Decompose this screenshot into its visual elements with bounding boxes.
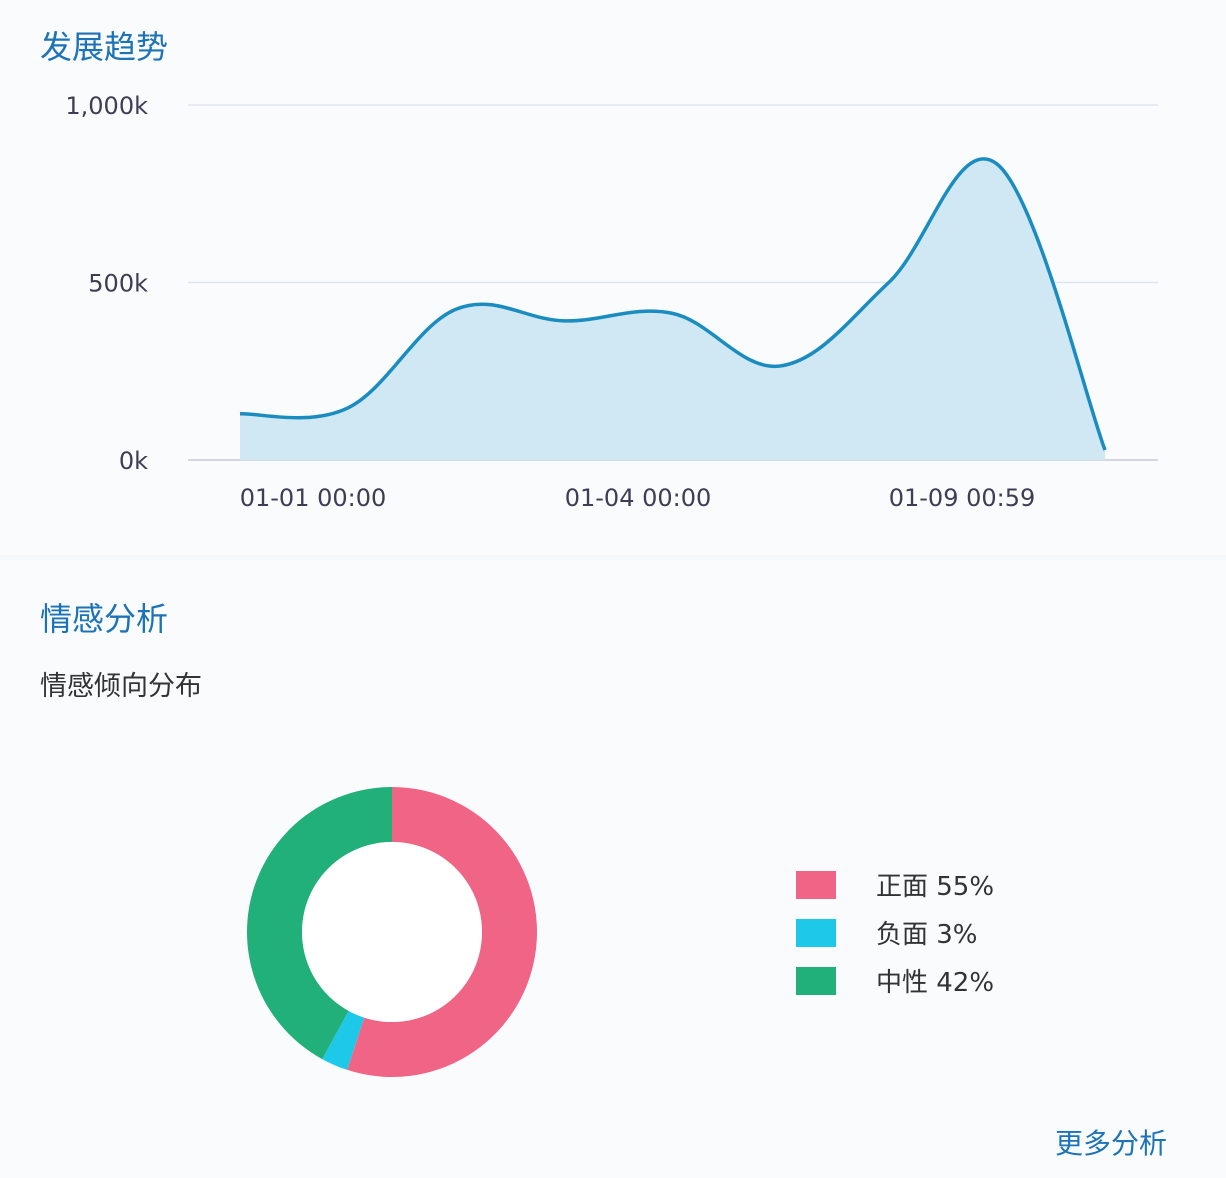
x-tick-label: 01-09 00:59 xyxy=(889,484,1036,512)
legend-label: 正面 55% xyxy=(876,872,995,902)
y-tick-label: 1,000k xyxy=(65,92,148,120)
trend-chart: 0k 500k 1,000k 01-01 00:00 01-04 00:00 01-09… xyxy=(65,92,1158,512)
y-tick-label: 0k xyxy=(119,447,148,475)
legend-item[interactable]: 负面 3% xyxy=(796,914,978,951)
legend-label: 中性 42% xyxy=(876,968,995,998)
x-tick-label: 01-01 00:00 xyxy=(240,484,387,512)
legend-label: 负面 3% xyxy=(876,920,978,950)
trend-line xyxy=(239,157,1107,451)
trend-title: 发展趋势 xyxy=(40,28,169,66)
more-analysis-link[interactable]: 更多分析 xyxy=(1055,1127,1168,1160)
legend-item[interactable]: 中性 42% xyxy=(796,962,994,999)
legend-swatch xyxy=(796,966,836,995)
legend-swatch xyxy=(796,870,836,899)
y-tick-label: 500k xyxy=(88,270,148,298)
sentiment-title: 情感分析 xyxy=(40,600,169,638)
legend-swatch xyxy=(796,918,836,947)
legend-item[interactable]: 正面 55% xyxy=(796,866,994,903)
sentiment-panel xyxy=(0,560,1226,1178)
x-tick-label: 01-04 00:00 xyxy=(565,484,712,512)
trend-area xyxy=(240,158,1105,460)
sentiment-subtitle: 情感倾向分布 xyxy=(40,671,202,702)
